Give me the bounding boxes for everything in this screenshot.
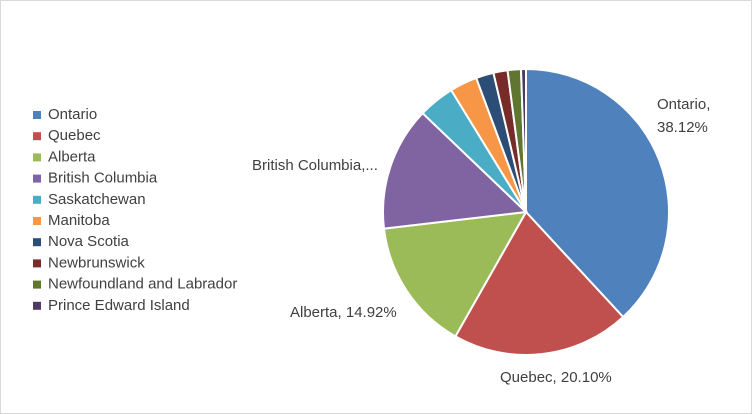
pie-slice bbox=[519, 67, 527, 213]
legend-swatch bbox=[33, 132, 41, 141]
data-label: Quebec, 20.10% bbox=[500, 369, 612, 386]
data-label: British Columbia,... bbox=[252, 157, 378, 174]
pie-slice bbox=[454, 210, 625, 356]
legend-label: Saskatchewan bbox=[48, 191, 146, 208]
legend-swatch bbox=[33, 301, 41, 310]
data-label-line: Ontario, bbox=[657, 96, 710, 113]
legend-label: Nova Scotia bbox=[48, 233, 130, 250]
legend-label: Prince Edward Island bbox=[48, 297, 190, 314]
legend-label: Newfoundland and Labrador bbox=[48, 276, 237, 293]
pie-slice bbox=[382, 111, 529, 230]
legend-label: Quebec bbox=[48, 127, 101, 144]
legend-swatch bbox=[33, 111, 41, 119]
data-label: Alberta, 14.92% bbox=[290, 304, 397, 321]
pie-slice bbox=[382, 210, 528, 338]
legend-swatch bbox=[33, 217, 41, 225]
legend-swatch bbox=[33, 280, 41, 289]
legend-label: Ontario bbox=[48, 106, 97, 123]
legend-label: British Columbia bbox=[48, 170, 158, 187]
legend-swatch bbox=[33, 195, 41, 204]
pie-slice bbox=[525, 67, 670, 319]
legend-label: Manitoba bbox=[48, 212, 110, 229]
legend-swatch bbox=[33, 238, 41, 247]
legend-swatch bbox=[33, 174, 41, 183]
legend-label: Newbrunswick bbox=[48, 254, 145, 271]
legend-label: Alberta bbox=[48, 148, 96, 165]
legend-swatch bbox=[33, 259, 41, 268]
legend-swatch bbox=[33, 153, 41, 162]
data-label: Ontario, 38.12% bbox=[657, 96, 710, 136]
data-label-line: 38.12% bbox=[657, 119, 708, 136]
